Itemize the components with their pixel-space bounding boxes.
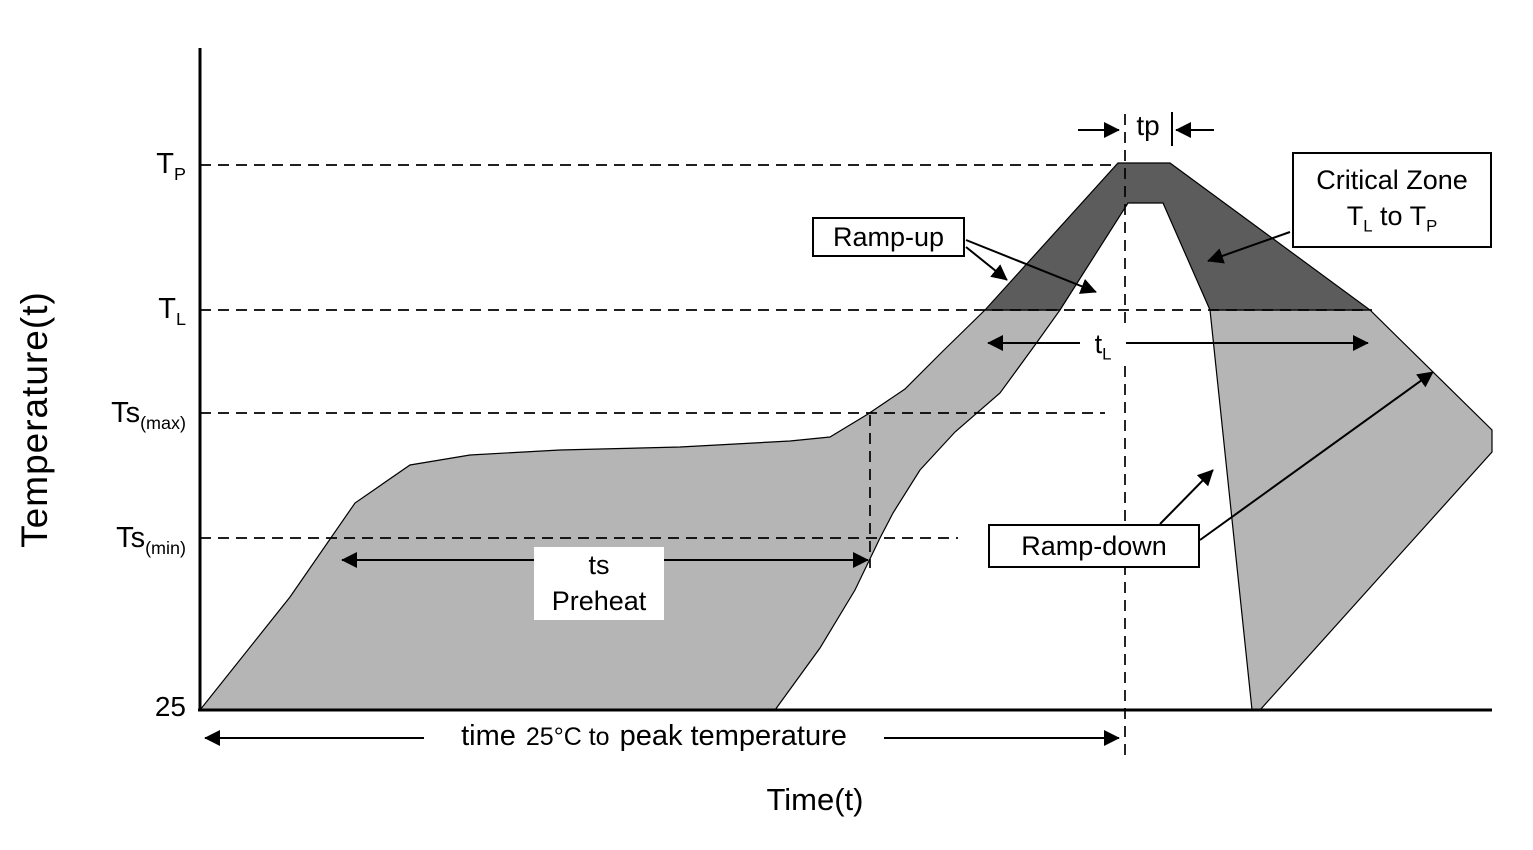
ramp-up-label: Ramp-up (832, 221, 945, 252)
y-tick-tp: TP (156, 148, 186, 184)
critical-zone-arrow (1207, 231, 1291, 264)
ramp-up-arrow-1 (965, 246, 1008, 281)
ramp-up-arrow-2 (965, 239, 1097, 294)
time-to-peak-label: time 25°C to peak temperature (424, 720, 884, 760)
critical-zone-label-box: Critical Zone TL to TP (1292, 152, 1492, 248)
y-tick-tsmin: Ts(min) (116, 522, 186, 558)
ramp-down-label: Ramp-down (1021, 530, 1167, 561)
ts-preheat-label: ts Preheat (534, 547, 664, 620)
critical-zone-line2: TL to TP (1346, 201, 1438, 236)
y-tick-tl: TL (158, 293, 186, 329)
ramp-up-label-box: Ramp-up (812, 217, 965, 257)
time-to-peak-part2: 25°C to (525, 723, 610, 751)
x-axis-label: Time(t) (766, 782, 864, 817)
cooldown-band-polygon (1209, 309, 1493, 711)
time-to-peak-part3: peak temperature (619, 720, 847, 752)
tl-duration-label: tL (1080, 329, 1126, 363)
main-band-polygon (198, 309, 1062, 711)
ramp-down-label-box: Ramp-down (988, 524, 1200, 568)
critical-zone-line1: Critical Zone (1316, 164, 1468, 195)
ramp-down-arrow-1 (1159, 469, 1214, 525)
time-to-peak-part1: time (461, 720, 516, 752)
ramp-down-arrow-2 (1199, 371, 1434, 541)
ts-label: ts (588, 550, 610, 580)
tp-duration-label: tp (1136, 110, 1160, 141)
y-tick-tsmax: Ts(max) (111, 397, 186, 433)
y-tick-origin: 25 (154, 691, 186, 722)
preheat-label: Preheat (551, 586, 647, 617)
